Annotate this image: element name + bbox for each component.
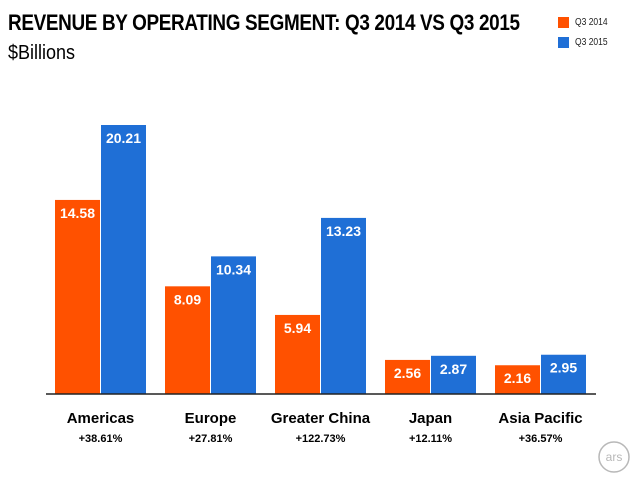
legend-item-q3-2014: Q3 2014 (558, 12, 613, 32)
bar-japan-q3-2014 (385, 359, 430, 394)
bar-value-label-asia-pacific-q3-2015: 2.95 (550, 360, 577, 376)
chart-subtitle: $Billions (8, 42, 76, 64)
category-label-asia-pacific: Asia Pacific (498, 410, 582, 427)
bar-value-label-asia-pacific-q3-2014: 2.16 (504, 370, 531, 386)
labels-group: 14.58 20.21 Americas +38.61% 8.09 10.34 Europe… (60, 130, 583, 445)
growth-label-americas: +38.61% (79, 433, 123, 445)
bar-value-label-europe-q3-2015: 10.34 (216, 261, 251, 277)
legend-swatch-q3-2015 (558, 36, 569, 48)
bar-greater-china-q3-2015 (321, 217, 366, 394)
bar-japan-q3-2015 (431, 355, 476, 394)
bar-asia-pacific-q3-2015 (541, 354, 586, 394)
bar-greater-china-q3-2014 (275, 314, 320, 394)
bar-americas-q3-2015 (101, 125, 146, 394)
bar-value-label-greater-china-q3-2014: 5.94 (284, 320, 311, 336)
bar-value-label-americas-q3-2015: 20.21 (106, 130, 141, 146)
category-label-americas: Americas (67, 410, 135, 427)
growth-label-japan: +12.11% (409, 433, 452, 445)
category-label-europe: Europe (185, 410, 237, 427)
bars-group (55, 125, 586, 394)
ars-logo-text: ars (606, 450, 623, 464)
chart-title: REVENUE BY OPERATING SEGMENT: Q3 2014 VS… (8, 10, 520, 35)
legend: Q3 2014 Q3 2015 (558, 12, 613, 52)
bar-asia-pacific-q3-2014 (495, 365, 540, 394)
bar-value-label-europe-q3-2014: 8.09 (174, 291, 201, 307)
bar-value-label-greater-china-q3-2015: 13.23 (326, 223, 361, 239)
growth-label-europe: +27.81% (189, 433, 233, 445)
bar-value-label-americas-q3-2014: 14.58 (60, 205, 95, 221)
legend-label-q3-2015: Q3 2015 (575, 36, 608, 48)
bar-value-label-japan-q3-2014: 2.56 (394, 365, 421, 381)
category-label-greater-china: Greater China (271, 410, 371, 427)
ars-logo-icon: ars (598, 441, 630, 473)
legend-swatch-q3-2014 (558, 16, 569, 28)
bar-europe-q3-2015 (211, 256, 256, 394)
growth-label-asia-pacific: +36.57% (519, 433, 563, 445)
category-label-japan: Japan (409, 410, 452, 427)
legend-label-q3-2014: Q3 2014 (575, 16, 608, 28)
bar-europe-q3-2014 (165, 286, 210, 394)
growth-label-greater-china: +122.73% (296, 433, 346, 445)
bar-value-label-japan-q3-2015: 2.87 (440, 361, 467, 377)
bar-americas-q3-2014 (55, 199, 100, 394)
legend-item-q3-2015: Q3 2015 (558, 32, 613, 52)
